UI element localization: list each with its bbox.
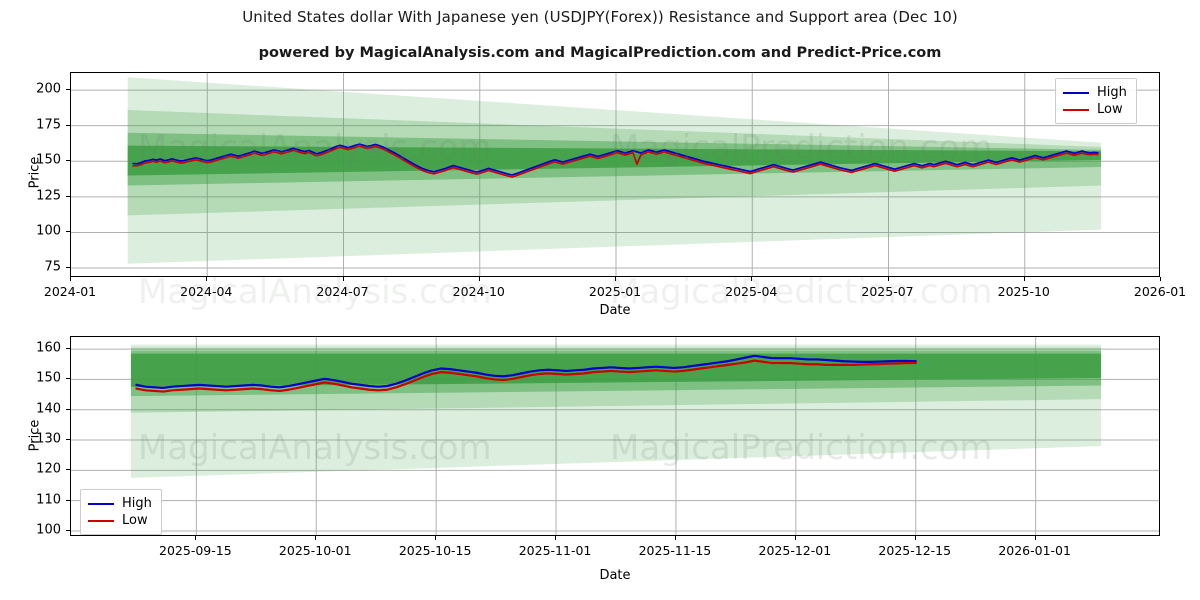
high-line-swatch xyxy=(1063,91,1089,94)
y-tick-label: 150 xyxy=(36,370,61,386)
y-tick-label: 130 xyxy=(36,431,61,447)
y-tick-mark xyxy=(66,348,70,350)
y-tick-mark xyxy=(66,378,70,380)
overview-plot-area xyxy=(70,72,1160,277)
x-tick-label: 2026-01-01 xyxy=(998,543,1071,558)
zoom-plot-area xyxy=(70,336,1160,536)
y-tick-label: 150 xyxy=(36,152,61,168)
y-tick-mark xyxy=(66,195,70,197)
x-tick-mark xyxy=(206,277,208,281)
overview-y-axis-label: Price xyxy=(27,156,43,189)
page-title: United States dollar With Japanese yen (… xyxy=(242,8,958,26)
y-tick-label: 140 xyxy=(36,401,61,417)
x-tick-label: 2024-01 xyxy=(43,284,97,299)
page-subtitle: powered by MagicalAnalysis.com and Magic… xyxy=(258,45,942,61)
y-tick-label: 100 xyxy=(36,522,61,538)
y-tick-mark xyxy=(66,408,70,410)
high-line-swatch xyxy=(88,502,114,505)
x-tick-mark xyxy=(435,536,437,540)
x-tick-label: 2025-09-15 xyxy=(159,543,232,558)
y-tick-label: 110 xyxy=(36,492,61,508)
legend-entry-low: Low xyxy=(1063,101,1127,118)
x-tick-mark xyxy=(195,536,197,540)
x-tick-mark xyxy=(555,536,557,540)
y-tick-mark xyxy=(66,499,70,501)
x-tick-label: 2025-01 xyxy=(588,284,642,299)
y-tick-label: 100 xyxy=(36,223,61,239)
legend-label-high: High xyxy=(122,496,152,511)
x-tick-mark xyxy=(794,536,796,540)
zoom-chart-panel xyxy=(70,336,1160,536)
x-tick-mark xyxy=(615,277,616,281)
y-tick-label: 120 xyxy=(36,461,61,477)
y-tick-label: 200 xyxy=(36,81,61,97)
zoom-x-axis-label: Date xyxy=(599,568,631,583)
low-line-swatch xyxy=(1063,108,1089,111)
y-tick-mark xyxy=(66,439,70,441)
x-tick-label: 2025-10-15 xyxy=(398,543,472,558)
x-tick-mark xyxy=(315,536,317,540)
x-tick-label: 2026-01 xyxy=(1133,284,1187,299)
legend-label-low: Low xyxy=(122,513,148,528)
overview-x-axis-label: Date xyxy=(599,303,631,318)
y-tick-mark xyxy=(66,160,70,162)
y-tick-mark xyxy=(66,231,70,233)
x-tick-mark xyxy=(342,277,344,281)
legend-label-low: Low xyxy=(1097,102,1123,117)
y-tick-label: 160 xyxy=(36,340,61,356)
x-tick-label: 2025-11-15 xyxy=(638,543,712,558)
x-tick-mark xyxy=(1034,536,1036,540)
y-tick-mark xyxy=(66,89,70,91)
x-tick-mark xyxy=(751,277,753,281)
y-tick-label: 175 xyxy=(36,117,61,133)
x-tick-label: 2024-10 xyxy=(452,284,505,299)
overview-legend[interactable]: High Low xyxy=(1055,78,1137,124)
x-tick-label: 2025-11-01 xyxy=(518,543,592,558)
x-tick-label: 2025-10 xyxy=(997,284,1050,299)
x-tick-label: 2025-10-01 xyxy=(278,543,352,558)
x-tick-mark xyxy=(70,277,71,281)
overview-chart-panel xyxy=(70,72,1160,277)
x-tick-mark xyxy=(478,277,480,281)
low-line-swatch xyxy=(88,519,114,522)
legend-entry-high: High xyxy=(88,495,152,512)
zoom-y-axis-label: Price xyxy=(27,419,43,452)
x-tick-label: 2025-12-15 xyxy=(878,543,952,558)
x-tick-mark xyxy=(1023,277,1025,281)
legend-entry-low: Low xyxy=(88,512,152,529)
y-tick-mark xyxy=(66,529,70,531)
y-tick-mark xyxy=(66,267,70,269)
x-tick-label: 2024-04 xyxy=(180,284,233,299)
y-tick-mark xyxy=(66,469,70,471)
zoom-legend[interactable]: High Low xyxy=(80,489,162,535)
x-tick-mark xyxy=(674,536,676,540)
x-tick-label: 2024-07 xyxy=(316,284,369,299)
y-tick-label: 125 xyxy=(36,188,61,204)
y-tick-mark xyxy=(66,124,70,126)
x-tick-mark xyxy=(887,277,889,281)
x-tick-label: 2025-07 xyxy=(861,284,914,299)
x-tick-label: 2025-12-01 xyxy=(758,543,832,558)
x-tick-mark xyxy=(1160,277,1161,281)
zoom-plot-svg xyxy=(71,337,1159,535)
x-tick-mark xyxy=(914,536,916,540)
overview-plot-svg xyxy=(71,73,1159,276)
y-tick-label: 75 xyxy=(44,259,61,275)
x-tick-label: 2025-04 xyxy=(725,284,778,299)
legend-label-high: High xyxy=(1097,85,1127,100)
legend-entry-high: High xyxy=(1063,84,1127,101)
